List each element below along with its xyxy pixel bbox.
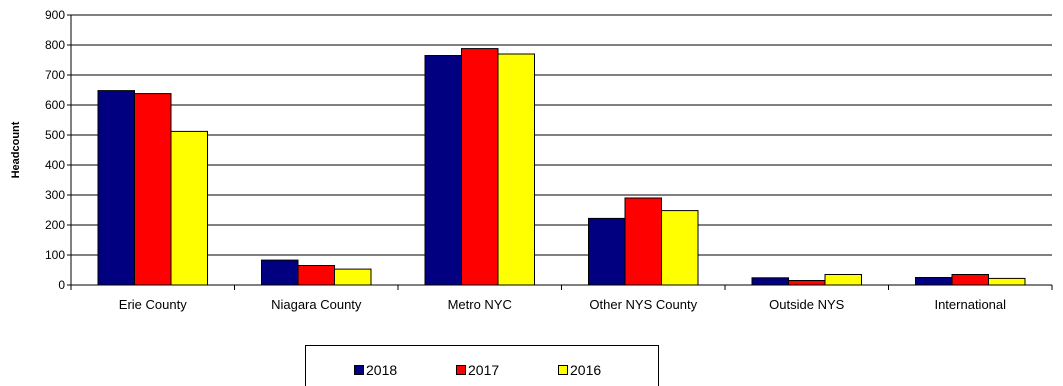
y-tick-label: 800 [45,38,65,52]
x-tick-label: Niagara County [271,297,362,312]
bar-2017-niagara-county [297,265,335,286]
bar-2018-outside-nys [751,277,789,286]
bar-2018-erie-county [97,90,135,286]
y-tick-label: 300 [45,188,65,202]
bar-2016-metro-nyc [497,53,535,286]
bar-2016-international [988,277,1026,286]
bar-2017-erie-county [134,93,172,286]
legend-label-2016: 2016 [570,362,602,378]
bars [97,48,1026,286]
bar-2018-metro-nyc [424,55,462,286]
bar-2016-other-nys-county [661,210,699,286]
legend-swatch-2017 [456,365,466,375]
y-tick-label: 100 [45,248,65,262]
x-tick-label: Erie County [119,297,187,312]
legend-label-2017: 2017 [468,362,500,378]
y-tick-labels: 0 100 200 300 400 500 600 700 800 900 [45,8,65,292]
bar-2017-other-nys-county [624,197,662,286]
legend-item-2018: 2018 [354,362,397,378]
legend-swatch-2018 [354,365,364,375]
y-tick-label: 700 [45,68,65,82]
y-tick-label: 500 [45,128,65,142]
y-tick-label: 600 [45,98,65,112]
bar-2017-outside-nys [788,280,826,286]
bar-2018-international [915,277,953,286]
bar-2016-niagara-county [334,268,372,286]
x-tick-label: Other NYS County [589,297,697,312]
axes [70,15,1053,290]
bar-2018-niagara-county [261,259,299,286]
legend-label-2018: 2018 [366,362,398,378]
bar-2016-outside-nys [824,274,862,286]
x-tick-label: Metro NYC [448,297,512,312]
bar-2017-international [951,274,989,286]
y-tick-label: 200 [45,218,65,232]
legend-item-2016: 2016 [558,362,601,378]
y-tick-label: 900 [45,8,65,22]
x-tick-labels: Erie County Niagara County Metro NYC Other … [119,297,1006,312]
legend-swatch-2016 [558,365,568,375]
x-tick-label: Outside NYS [769,297,844,312]
y-tick-label: 0 [58,278,65,292]
y-tick-label: 400 [45,158,65,172]
bar-2016-erie-county [170,130,208,286]
legend: 2018 2017 2016 [305,345,659,386]
legend-item-2017: 2017 [456,362,499,378]
gridlines [67,14,1052,286]
x-tick-label: International [934,297,1006,312]
bar-2017-metro-nyc [461,48,499,286]
y-axis-label: Headcount [10,121,22,178]
bar-2018-other-nys-county [588,217,626,286]
